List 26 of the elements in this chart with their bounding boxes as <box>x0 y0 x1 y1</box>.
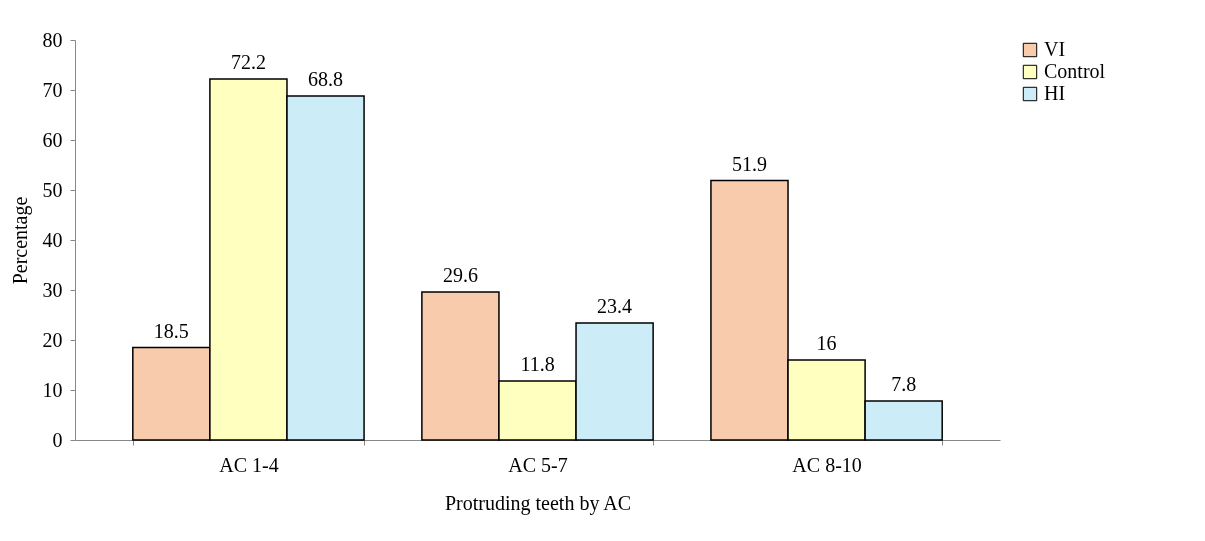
data-label: 51.9 <box>731 152 767 175</box>
data-label: 16 <box>816 332 837 354</box>
y-tick-label: 10 <box>42 378 63 401</box>
y-tick-label: 50 <box>42 178 63 201</box>
data-label: 11.8 <box>520 353 555 375</box>
data-label: 18.5 <box>153 319 189 342</box>
y-tick-label: 20 <box>42 328 63 351</box>
data-label: 23.4 <box>597 295 633 317</box>
data-label: 72.2 <box>230 51 266 73</box>
legend-label: HI <box>1044 82 1066 104</box>
y-tick-label: 30 <box>42 278 63 301</box>
data-label: 68.8 <box>308 68 344 90</box>
y-tick-label: 0 <box>52 428 63 451</box>
y-tick-label: 70 <box>42 78 63 101</box>
legend-label: Control <box>1044 60 1106 82</box>
y-axis-title: Percentage <box>8 196 32 285</box>
x-tick-label: AC 1-4 <box>219 453 279 476</box>
y-tick-label: 60 <box>42 128 63 151</box>
legend-label: VI <box>1044 38 1066 60</box>
data-label: 7.8 <box>891 373 917 395</box>
x-tick-label: AC 5-7 <box>508 453 568 476</box>
y-tick-label: 40 <box>42 228 63 251</box>
x-axis-title: Protruding teeth by AC <box>444 491 632 515</box>
x-tick-label: AC 8-10 <box>792 453 862 476</box>
y-tick-label: 80 <box>42 28 63 51</box>
data-label: 29.6 <box>442 264 478 286</box>
